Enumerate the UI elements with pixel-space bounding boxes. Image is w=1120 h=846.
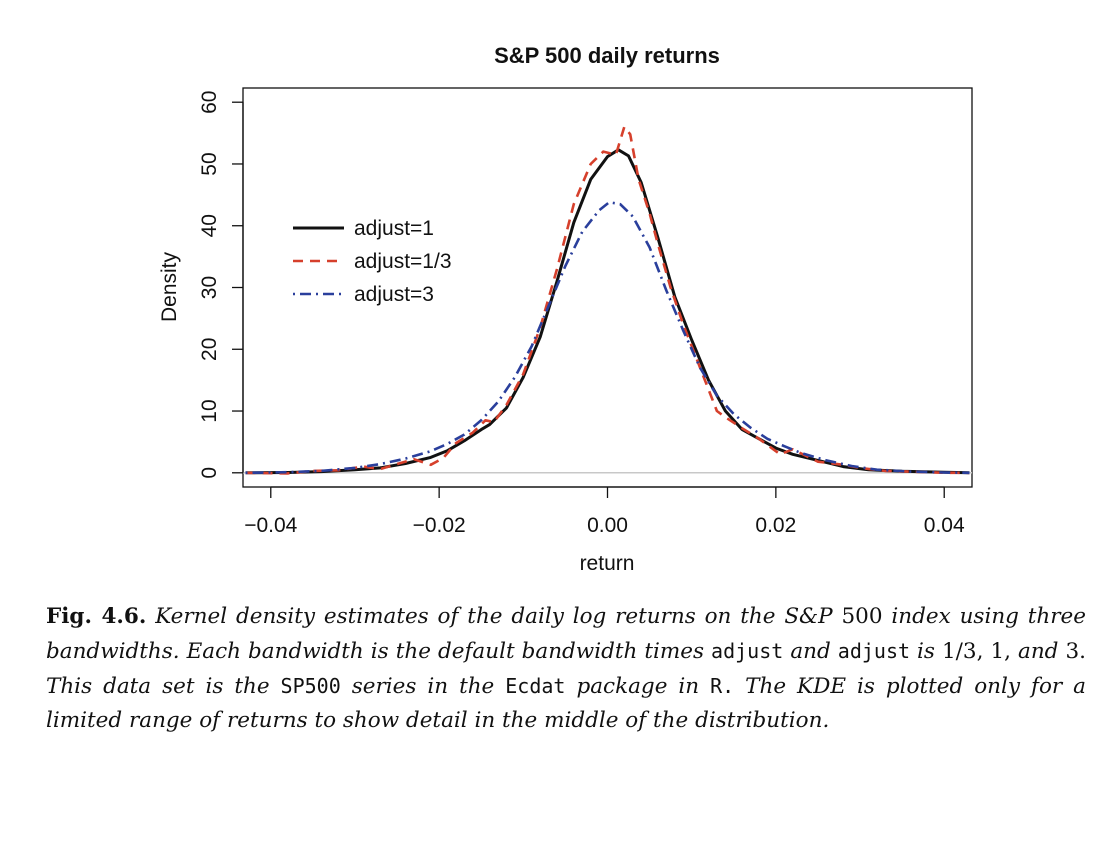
caption-text: and <box>1010 639 1066 664</box>
caption-text: package in <box>565 674 711 699</box>
caption-text: is <box>910 639 942 664</box>
y-tick-label: 40 <box>198 214 221 237</box>
legend-label: adjust=3 <box>354 283 434 306</box>
chart-title: S&P 500 daily returns <box>494 43 720 68</box>
caption-code: adjust <box>711 639 784 663</box>
plot-frame <box>242 87 973 488</box>
y-tick-label: 50 <box>198 152 221 175</box>
density-chart: S&P 500 daily returns −0.04 −0.02 0.00 0.02… <box>158 43 973 575</box>
caption-code: Ecdat <box>505 674 566 698</box>
legend-label: adjust=1/3 <box>354 250 452 273</box>
y-tick-label: 60 <box>198 91 221 114</box>
x-axis: −0.04 −0.02 0.00 0.02 0.04 <box>244 486 965 537</box>
caption-label: Fig. 4.6. <box>46 604 147 629</box>
y-tick-label: 10 <box>198 399 221 422</box>
x-tick-label: 0.02 <box>755 514 796 537</box>
series-group <box>245 125 970 475</box>
x-tick-label: −0.04 <box>244 514 297 537</box>
caption-text: Kernel density estimates of the daily lo… <box>146 604 785 629</box>
caption-text: index using three bandwidths. Each bandw… <box>46 604 1086 664</box>
caption-text: series in the <box>340 674 506 699</box>
caption-code: SP500 <box>280 674 341 698</box>
caption-text: and <box>783 639 838 664</box>
legend: adjust=1 adjust=1/3 adjust=3 <box>293 217 452 306</box>
x-tick-label: 0.00 <box>587 514 628 537</box>
y-axis: 0 10 20 30 40 50 60 <box>198 91 244 479</box>
caption-text: The KDE is plotted only for a limited ra… <box>46 674 1086 733</box>
y-tick-label: 20 <box>198 338 221 361</box>
x-tick-label: 0.04 <box>924 514 965 537</box>
legend-label: adjust=1 <box>354 217 434 240</box>
caption-text: 500 <box>832 604 892 629</box>
caption-text: S&P <box>784 604 833 629</box>
series-line-3 <box>245 201 970 475</box>
caption-text: 1/3, 1, <box>942 639 1011 664</box>
caption-text: This data set is the <box>46 674 281 699</box>
caption-text: 3. <box>1065 639 1086 664</box>
x-tick-label: −0.02 <box>413 514 466 537</box>
caption-code: adjust <box>837 639 911 663</box>
y-tick-label: 0 <box>198 467 221 479</box>
series-line-2 <box>245 125 970 475</box>
y-axis-label: Density <box>158 251 181 322</box>
y-tick-label: 30 <box>198 276 221 299</box>
figure-caption: Fig. 4.6. Kernel density estimates of th… <box>46 600 1086 738</box>
series-line-1 <box>245 148 970 475</box>
x-axis-label: return <box>580 552 635 575</box>
caption-code: R. <box>710 674 735 698</box>
